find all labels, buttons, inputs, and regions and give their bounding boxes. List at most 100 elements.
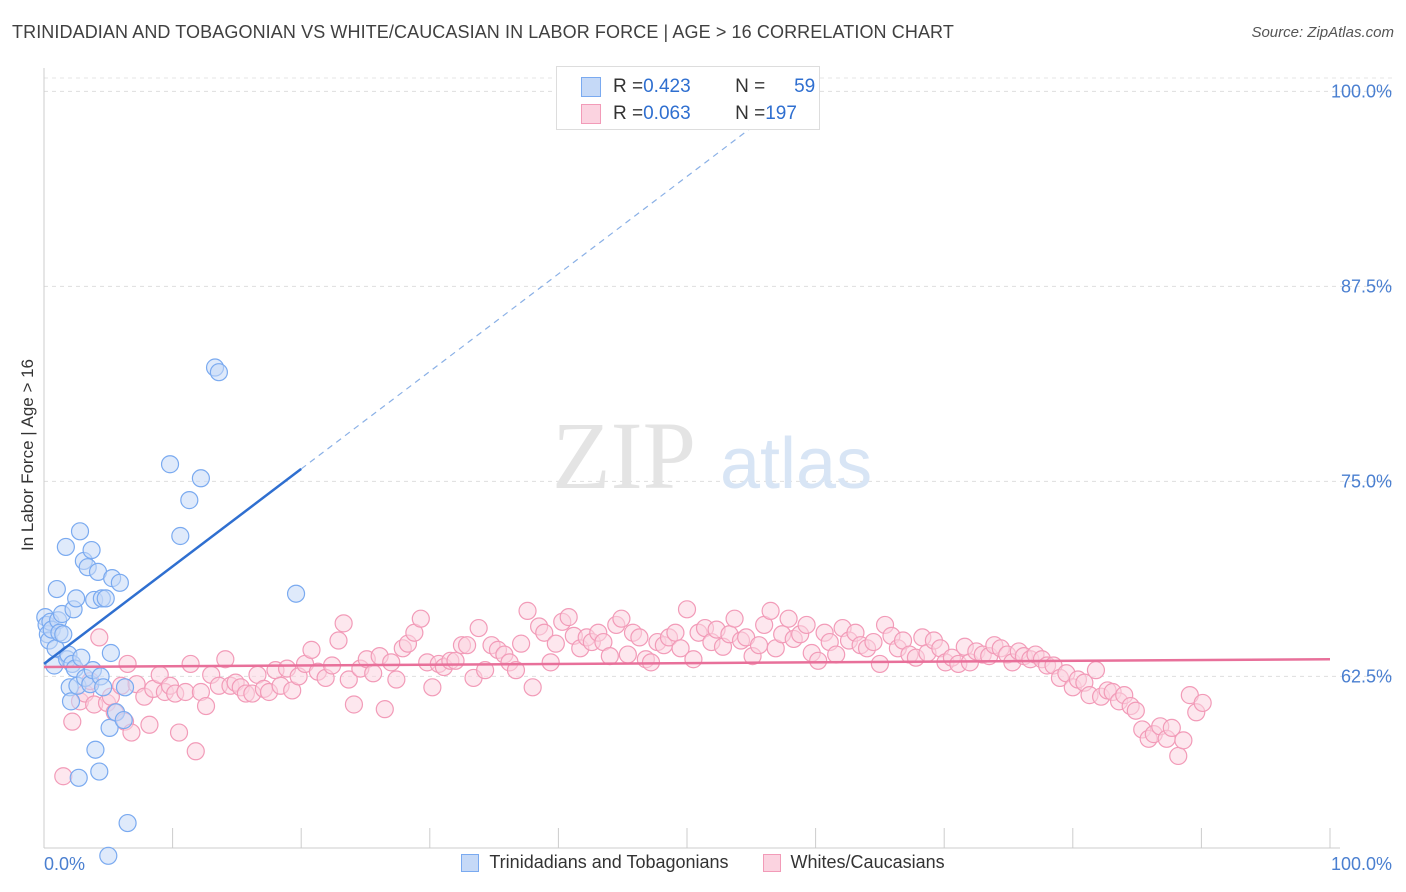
point-white	[671, 639, 690, 658]
point-white	[411, 609, 430, 628]
trend-lines	[43, 127, 1331, 669]
point-white	[512, 634, 531, 653]
point-trinidadian	[114, 710, 133, 730]
point-trinidadian	[286, 584, 306, 603]
watermark-atlas: atlas	[720, 424, 872, 504]
point-white	[446, 651, 465, 670]
point-white	[382, 653, 401, 672]
point-trinidadian	[209, 363, 228, 382]
stats-r-value: 0.423	[643, 76, 691, 97]
stats-swatch-white	[581, 104, 601, 124]
point-trinidadian	[171, 526, 190, 546]
point-white	[344, 695, 364, 714]
point-trinidadian	[82, 540, 101, 560]
legend-swatch-trinidadian	[461, 853, 480, 872]
stats-r-value: 0.063	[643, 103, 691, 124]
point-white	[725, 609, 744, 628]
y-tick-label: 62.5%	[1341, 666, 1392, 686]
point-white	[140, 715, 159, 734]
point-white	[827, 645, 846, 664]
point-white	[666, 623, 685, 642]
point-white	[779, 609, 798, 628]
point-trinidadian	[94, 678, 113, 697]
point-white	[684, 650, 703, 669]
point-trinidadian	[180, 491, 199, 510]
point-white	[169, 723, 189, 742]
point-trinidadian	[110, 573, 129, 592]
point-trinidadian	[69, 768, 88, 787]
legend-swatch-white	[762, 853, 781, 872]
point-white	[423, 678, 442, 697]
point-trinidadian	[99, 846, 118, 865]
point-white	[870, 654, 890, 674]
point-white	[90, 628, 109, 647]
stats-row-trinidadian: R = 0.423 N = 59	[581, 74, 815, 100]
point-white	[186, 742, 205, 761]
stats-swatch-trinidadian	[581, 77, 601, 97]
point-trinidadian	[70, 522, 90, 541]
legend-label-trinidadian: Trinidadians and Tobagonians	[489, 852, 729, 872]
trend-line-white	[43, 657, 1331, 669]
point-trinidadian	[56, 537, 75, 557]
point-white	[535, 623, 554, 642]
point-white	[1162, 718, 1181, 737]
stats-r-label: R =	[613, 103, 644, 124]
point-white	[559, 608, 578, 627]
point-white	[677, 600, 697, 619]
point-trinidadian	[54, 625, 73, 644]
point-trinidadian	[160, 455, 180, 474]
point-white	[1174, 731, 1193, 750]
point-white	[506, 661, 526, 680]
point-white	[541, 653, 560, 672]
point-white	[375, 700, 394, 719]
point-trinidadian	[90, 762, 109, 781]
stats-row-white: R = 0.063 N = 197	[581, 101, 805, 127]
tick-labels: 100.0% 87.5% 75.0% 62.5% 0.0% 100.0%	[44, 81, 1392, 874]
point-white	[618, 645, 637, 664]
grid-lines	[44, 77, 1392, 677]
point-white	[302, 640, 321, 659]
point-white	[54, 767, 73, 786]
point-white	[546, 634, 565, 653]
point-white	[364, 664, 383, 683]
watermark: ZIP atlas	[552, 402, 872, 509]
point-white	[523, 678, 542, 697]
point-white	[334, 614, 353, 633]
point-trinidadian	[61, 692, 81, 711]
point-white	[518, 601, 537, 620]
y-axis-label: In Labor Force | Age > 16	[18, 358, 37, 552]
point-white	[475, 661, 495, 680]
stats-r-label: R =	[613, 76, 644, 97]
legend-item-white[interactable]: Whites/Caucasians	[762, 852, 945, 873]
watermark-zip: ZIP	[552, 402, 696, 509]
point-white	[118, 654, 137, 674]
point-trinidadian	[115, 678, 135, 697]
legend-item-trinidadian[interactable]: Trinidadians and Tobagonians	[461, 852, 729, 873]
point-white	[63, 712, 82, 731]
point-white	[1086, 661, 1106, 680]
point-trinidadian	[118, 813, 137, 833]
point-white	[181, 654, 200, 674]
source-label: Source: ZipAtlas.com	[1251, 24, 1394, 41]
point-white	[797, 615, 816, 635]
stats-legend: R = 0.423 N = 59 R = 0.063 N = 197	[556, 66, 820, 130]
point-trinidadian	[191, 469, 210, 488]
point-trinidadian	[100, 718, 119, 737]
point-white	[1169, 746, 1188, 766]
data-points	[36, 358, 1212, 865]
y-tick-label: 75.0%	[1341, 471, 1392, 491]
stats-n-label: N =	[735, 103, 766, 124]
point-white	[761, 601, 780, 620]
point-trinidadian	[86, 740, 105, 759]
series-legend: Trinidadians and Tobagonians Whites/Cauc…	[0, 852, 1406, 873]
chart-title: TRINIDADIAN AND TOBAGONIAN VS WHITE/CAUC…	[12, 22, 954, 42]
point-white	[176, 682, 195, 702]
trend-line-trinidadian	[43, 467, 302, 665]
point-white	[749, 636, 769, 655]
point-white	[864, 632, 883, 652]
point-white	[216, 650, 235, 669]
point-white	[457, 636, 477, 655]
legend-label-white: Whites/Caucasians	[790, 852, 945, 872]
point-trinidadian	[96, 589, 115, 608]
